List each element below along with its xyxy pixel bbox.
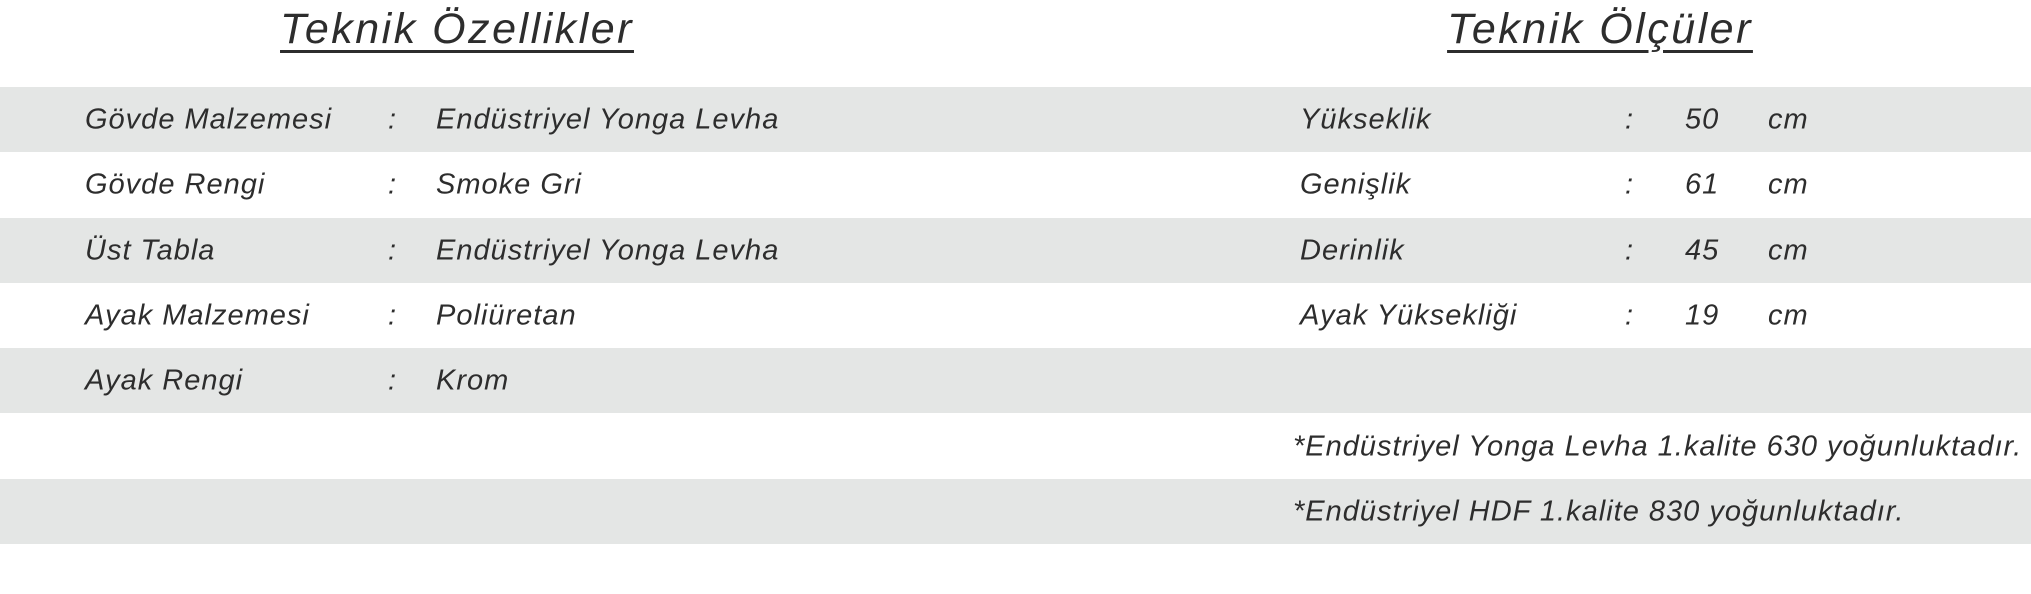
measure-colon: : — [1625, 234, 1635, 266]
footnote-text: *Endüstriyel Yonga Levha 1.kalite 630 yo… — [1293, 430, 2023, 462]
spec-value: Poliüretan — [436, 299, 577, 331]
spec-colon: : — [388, 299, 398, 331]
spec-colon: : — [388, 364, 398, 396]
spec-colon: : — [388, 168, 398, 200]
table-row: Gövde Malzemesi : Endüstriyel Yonga Levh… — [0, 87, 2031, 152]
measure-label: Genişlik — [1300, 168, 1412, 200]
spec-label: Gövde Rengi — [85, 168, 266, 200]
spec-colon: : — [388, 234, 398, 266]
measure-value: 19 — [1685, 299, 1720, 331]
measure-unit: cm — [1768, 234, 1809, 266]
footnote-text: *Endüstriyel HDF 1.kalite 830 yoğunlukta… — [1293, 495, 1905, 527]
table-row: Ayak Rengi : Krom — [0, 348, 2031, 413]
spec-label: Ayak Rengi — [85, 364, 244, 396]
spec-colon: : — [388, 103, 398, 135]
spec-value: Smoke Gri — [436, 168, 582, 200]
left-section-title: Teknik Özellikler — [280, 5, 634, 53]
measure-label: Ayak Yüksekliği — [1300, 299, 1518, 331]
table-row: Gövde Rengi : Smoke Gri Genişlik : 61 cm — [0, 152, 2031, 217]
table-row: Ayak Malzemesi : Poliüretan Ayak Yüksekl… — [0, 283, 2031, 348]
measure-label: Yükseklik — [1300, 103, 1432, 135]
measure-colon: : — [1625, 299, 1635, 331]
spec-label: Gövde Malzemesi — [85, 103, 333, 135]
measure-value: 50 — [1685, 103, 1720, 135]
right-section-title: Teknik Ölçüler — [1447, 5, 1753, 53]
measure-unit: cm — [1768, 103, 1809, 135]
table-row: *Endüstriyel HDF 1.kalite 830 yoğunlukta… — [0, 479, 2031, 544]
measure-unit: cm — [1768, 168, 1809, 200]
measure-unit: cm — [1768, 299, 1809, 331]
spec-label: Üst Tabla — [85, 234, 216, 266]
measure-colon: : — [1625, 168, 1635, 200]
spec-label: Ayak Malzemesi — [85, 299, 310, 331]
spec-value: Endüstriyel Yonga Levha — [436, 234, 780, 266]
table-row: Üst Tabla : Endüstriyel Yonga Levha Deri… — [0, 218, 2031, 283]
spec-value: Endüstriyel Yonga Levha — [436, 103, 780, 135]
table-row: *Endüstriyel Yonga Levha 1.kalite 630 yo… — [0, 414, 2031, 479]
measure-label: Derinlik — [1300, 234, 1405, 266]
measure-value: 61 — [1685, 168, 1720, 200]
measure-colon: : — [1625, 103, 1635, 135]
spec-value: Krom — [436, 364, 510, 396]
measure-value: 45 — [1685, 234, 1720, 266]
